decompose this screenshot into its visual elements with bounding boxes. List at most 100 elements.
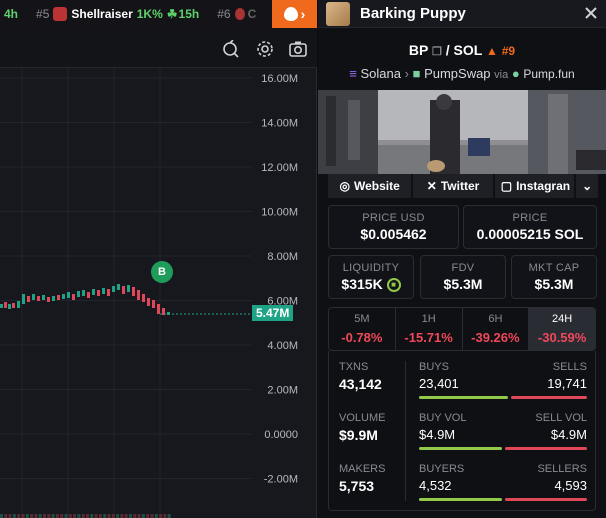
volume-bar bbox=[47, 514, 51, 518]
instagram-button[interactable]: ▢ Instagran bbox=[494, 174, 575, 198]
fdv-card: FDV $5.3M bbox=[420, 255, 506, 299]
volume-bar bbox=[124, 514, 128, 518]
close-icon[interactable] bbox=[584, 6, 598, 20]
makers-label: MAKERS bbox=[339, 463, 386, 475]
candle bbox=[72, 294, 75, 300]
buyers-value: 4,532 bbox=[419, 478, 452, 493]
pill-icon: ● bbox=[511, 66, 520, 81]
tab-6h[interactable]: 6H -39.26% bbox=[463, 308, 530, 350]
volume-bar bbox=[77, 514, 81, 518]
volume-bar bbox=[133, 514, 137, 518]
website-button[interactable]: ◎ Website bbox=[328, 174, 412, 198]
token-info-panel: Barking Puppy BP ❐ / SOL ▲ #9 ≡ Solana ›… bbox=[318, 0, 606, 518]
candle bbox=[107, 289, 110, 296]
volume-bar bbox=[30, 514, 34, 518]
candle bbox=[162, 308, 165, 315]
candle bbox=[157, 304, 160, 314]
chain-name[interactable]: Solana bbox=[360, 66, 401, 81]
liquidity-label: LIQUIDITY bbox=[342, 262, 400, 274]
volume-bar bbox=[21, 514, 25, 518]
camera-icon[interactable] bbox=[289, 40, 307, 58]
candle bbox=[77, 291, 80, 297]
sell-vol-bar bbox=[504, 447, 587, 450]
buys-sells-bar bbox=[419, 396, 587, 399]
volume-bar bbox=[8, 514, 12, 518]
chart-toolbar bbox=[0, 28, 317, 68]
ticker-item-name: Shellraiser bbox=[71, 7, 133, 21]
txns-value: 43,142 bbox=[339, 376, 382, 392]
candle bbox=[87, 292, 90, 298]
buy-marker[interactable]: B bbox=[151, 261, 173, 283]
buys-label: BUYS bbox=[419, 361, 449, 373]
dex-name[interactable]: PumpSwap bbox=[424, 66, 491, 81]
ticker-item[interactable]: #5 Shellraiser 1K% ☘ 15h bbox=[22, 7, 199, 21]
price-chart[interactable]: 16.00M 14.00M 12.00M 10.00M 8.00M 6.00M 4.00M 2… bbox=[0, 28, 317, 518]
volume-bar bbox=[111, 514, 115, 518]
ticker-item[interactable]: 4h bbox=[4, 7, 18, 21]
candle bbox=[17, 301, 20, 308]
trending-rank[interactable]: #9 bbox=[501, 44, 516, 58]
candle bbox=[137, 290, 140, 300]
ticker-item-name: C bbox=[247, 7, 257, 21]
volume-bar bbox=[43, 514, 46, 518]
chart-canvas[interactable]: 16.00M 14.00M 12.00M 10.00M 8.00M 6.00M 4.00M 2… bbox=[0, 68, 317, 518]
y-tick-label: 4.00M bbox=[267, 340, 298, 352]
y-tick-label: 14.00M bbox=[261, 118, 298, 130]
sells-value: 19,741 bbox=[547, 376, 587, 391]
buys-bar bbox=[419, 396, 508, 399]
chevron-down-icon: ⌄ bbox=[582, 179, 593, 193]
change-period-label: 24H bbox=[552, 313, 573, 325]
lock-icon[interactable]: ■ bbox=[386, 278, 401, 293]
volume-bar bbox=[94, 514, 98, 518]
sprout-icon: ☘ bbox=[166, 7, 178, 21]
token-avatar-icon bbox=[234, 8, 245, 20]
change-value: -0.78% bbox=[341, 330, 383, 345]
fdv-label: FDV bbox=[451, 262, 475, 274]
volume-bar bbox=[150, 514, 154, 518]
ticker-item[interactable]: #6 C bbox=[203, 7, 256, 21]
volume-bar bbox=[73, 514, 77, 518]
twitter-button[interactable]: ✕ Twitter bbox=[413, 174, 493, 198]
via-label: via bbox=[494, 69, 509, 81]
candle bbox=[22, 294, 25, 304]
launchpad-name[interactable]: Pump.fun bbox=[523, 67, 575, 81]
token-avatar-icon bbox=[53, 7, 68, 21]
candle bbox=[82, 290, 85, 296]
tab-24h[interactable]: 24H -30.59% bbox=[529, 308, 595, 350]
tab-1h[interactable]: 1H -15.71% bbox=[396, 308, 463, 350]
mktcap-label: MKT CAP bbox=[528, 262, 580, 274]
price-change-tabs: 5M -0.78% 1H -15.71% 6H -39.26% 24H -30.… bbox=[328, 307, 596, 351]
y-tick-label: 16.00M bbox=[261, 73, 298, 85]
x-logo-icon: ✕ bbox=[426, 179, 437, 193]
makers-row: MAKERS 5,753 BUYERS SELLERS 4,532 4,593 bbox=[329, 453, 597, 503]
y-tick-label: 0.0000 bbox=[264, 429, 298, 441]
candle bbox=[47, 297, 50, 302]
mktcap-value: $5.3M bbox=[534, 276, 574, 292]
more-links-button[interactable]: ⌄ bbox=[576, 174, 599, 198]
magnet-icon[interactable] bbox=[222, 40, 240, 58]
current-price-tag: 5.47M bbox=[252, 305, 294, 321]
tab-5m[interactable]: 5M -0.78% bbox=[329, 308, 396, 350]
liquidity-value: $315K ■ bbox=[329, 276, 413, 293]
price-sol-card: PRICE 0.00005215 SOL bbox=[463, 205, 597, 249]
volume-bar bbox=[137, 514, 141, 518]
change-value: -39.26% bbox=[471, 330, 520, 345]
trending-expand-button[interactable]: › bbox=[272, 0, 317, 28]
candle bbox=[27, 296, 30, 302]
change-period-label: 6H bbox=[488, 313, 503, 325]
flame-rank-icon: ▲ bbox=[485, 44, 498, 58]
gear-icon[interactable] bbox=[256, 40, 274, 58]
sellers-value: 4,593 bbox=[554, 478, 587, 493]
change-value: -15.71% bbox=[404, 330, 453, 345]
y-tick-label: 10.00M bbox=[261, 207, 298, 219]
candle bbox=[92, 289, 95, 295]
copy-icon[interactable]: ❐ bbox=[431, 46, 442, 58]
pair-title: BP ❐ / SOL ▲ #9 bbox=[318, 42, 606, 58]
candle bbox=[57, 295, 60, 300]
candle bbox=[37, 296, 40, 301]
price-usd-label: PRICE USD bbox=[362, 212, 425, 224]
volume-bar bbox=[25, 514, 29, 518]
ticker-item-volume: 1K% bbox=[136, 7, 163, 21]
candle bbox=[32, 294, 35, 300]
volume-bar bbox=[55, 514, 59, 518]
